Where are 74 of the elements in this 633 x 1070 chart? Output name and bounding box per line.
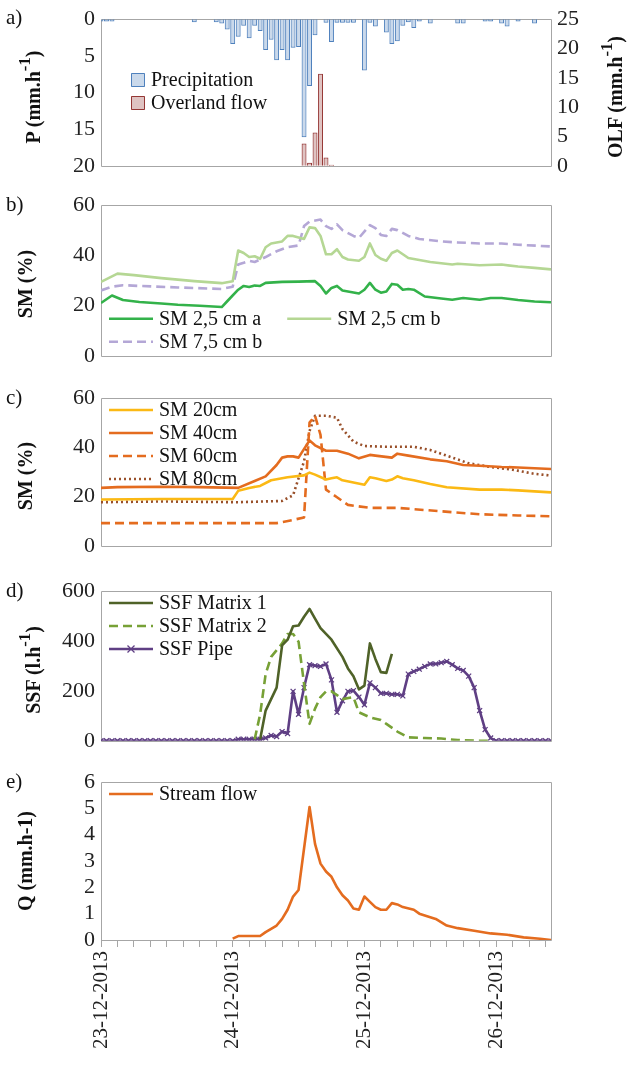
line-series <box>101 414 551 525</box>
y-tick-label: 40 <box>73 241 95 267</box>
legend-label: SM 20cm <box>159 398 238 421</box>
y-tick-label: 600 <box>62 576 95 602</box>
y2-tick-label: 20 <box>557 34 579 60</box>
bar <box>361 19 367 71</box>
bar <box>230 19 236 45</box>
y2-tick-label: 25 <box>557 4 579 30</box>
bar <box>301 19 307 138</box>
y-tick-label: 40 <box>73 433 95 459</box>
y2-tick-label: 10 <box>557 92 579 118</box>
y-tick-label: 400 <box>62 626 95 652</box>
y-tick-label: 0 <box>84 531 95 557</box>
chart-title: b) <box>6 192 24 216</box>
y-tick-label: 2 <box>84 873 95 899</box>
y-axis-title: SM (%) <box>14 249 36 319</box>
legend-label: SSF Pipe <box>159 637 234 661</box>
chart-title: d) <box>6 578 24 602</box>
legend-label: SM 2,5 cm b <box>337 307 441 330</box>
y-tick-label: 6 <box>84 767 95 793</box>
legend-label: Precipitation <box>151 68 254 92</box>
bar <box>263 19 269 50</box>
y-tick-label: 200 <box>62 676 95 702</box>
y-tick-label: 0 <box>84 4 95 30</box>
legend-label: SM 40cm <box>159 421 238 444</box>
chart-title: e) <box>6 769 23 793</box>
y2-tick-label: 15 <box>557 63 579 89</box>
y-tick-label: 5 <box>84 794 95 820</box>
x-tick-label: 26-12-2013 <box>482 951 507 1049</box>
bar <box>383 19 389 33</box>
legend-label: SSF Matrix 1 <box>159 591 267 614</box>
y-tick-label: 0 <box>84 341 95 367</box>
bar <box>318 73 323 166</box>
legend-label: Overland flow <box>151 91 268 114</box>
y-axis-title: SM (%) <box>14 441 36 511</box>
bar <box>411 19 417 28</box>
bar <box>285 19 291 61</box>
bar <box>274 19 280 61</box>
y2-tick-label: 5 <box>557 122 568 148</box>
y-tick-label: 3 <box>84 846 95 872</box>
y-tick-label: 20 <box>73 482 95 508</box>
x-tick-label: 23-12-2013 <box>87 951 112 1049</box>
y-tick-label: 15 <box>73 114 95 140</box>
y-tick-label: 60 <box>73 383 95 409</box>
line-series <box>101 414 551 504</box>
legend-label: SM 7,5 cm b <box>159 330 263 353</box>
y-tick-label: 10 <box>73 78 95 104</box>
bar <box>389 19 395 45</box>
chart-title: a) <box>6 5 23 29</box>
y2-tick-label: 0 <box>557 151 568 177</box>
legend-label: SM 80cm <box>159 467 238 490</box>
y-tick-label: 4 <box>84 820 95 846</box>
legend-label: SSF Matrix 2 <box>159 614 267 637</box>
x-tick-label: 25-12-2013 <box>350 951 375 1049</box>
legend-label: Stream flow <box>159 782 258 805</box>
bar <box>307 19 313 86</box>
y-tick-label: 60 <box>73 190 95 216</box>
bar <box>329 19 334 42</box>
y-axis-title: Q (mm.h-1) <box>14 811 36 911</box>
bar <box>394 19 400 42</box>
chart-title: c) <box>6 385 23 409</box>
legend-label: SM 2,5 cm a <box>159 307 262 330</box>
y-tick-label: 0 <box>84 925 95 951</box>
bar <box>302 144 306 166</box>
x-tick-label: 24-12-2013 <box>219 951 244 1049</box>
y-tick-label: 1 <box>84 899 95 925</box>
y-tick-label: 5 <box>84 41 95 67</box>
y-tick-label: 0 <box>84 726 95 752</box>
y-tick-label: 20 <box>73 151 95 177</box>
bar <box>257 19 263 31</box>
y-tick-label: 20 <box>73 291 95 317</box>
legend-label: SM 60cm <box>159 444 238 467</box>
bar <box>246 19 252 39</box>
line-series <box>101 218 551 292</box>
